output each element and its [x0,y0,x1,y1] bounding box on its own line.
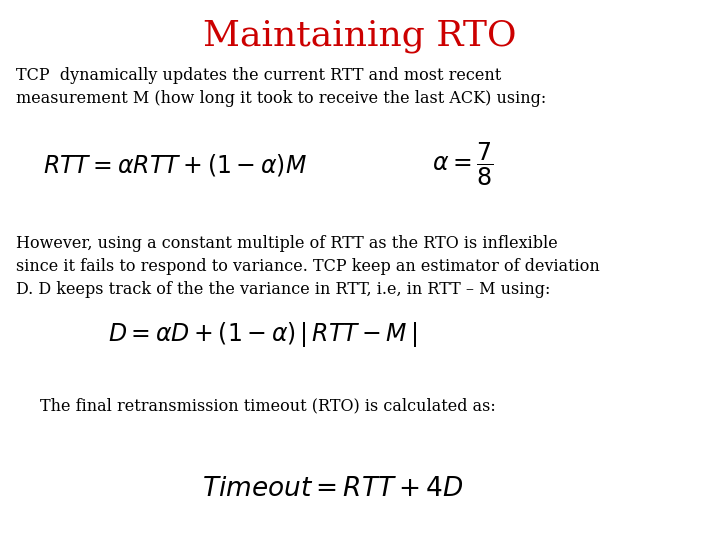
Text: $D = \alpha D + (1 - \alpha)\,|\, RTT - M\,|$: $D = \alpha D + (1 - \alpha)\,|\, RTT - … [108,320,417,349]
Text: $RTT = \alpha RTT + (1 - \alpha)M$: $RTT = \alpha RTT + (1 - \alpha)M$ [43,152,307,178]
Text: The final retransmission timeout (RTO) is calculated as:: The final retransmission timeout (RTO) i… [40,397,495,414]
Text: $\alpha = \dfrac{7}{8}$: $\alpha = \dfrac{7}{8}$ [432,141,494,188]
Text: TCP  dynamically updates the current RTT and most recent
measurement M (how long: TCP dynamically updates the current RTT … [16,68,546,107]
Text: $Timeout = RTT + 4D$: $Timeout = RTT + 4D$ [202,476,463,501]
Text: Maintaining RTO: Maintaining RTO [203,19,517,53]
Text: However, using a constant multiple of RTT as the RTO is inflexible
since it fail: However, using a constant multiple of RT… [16,235,600,298]
